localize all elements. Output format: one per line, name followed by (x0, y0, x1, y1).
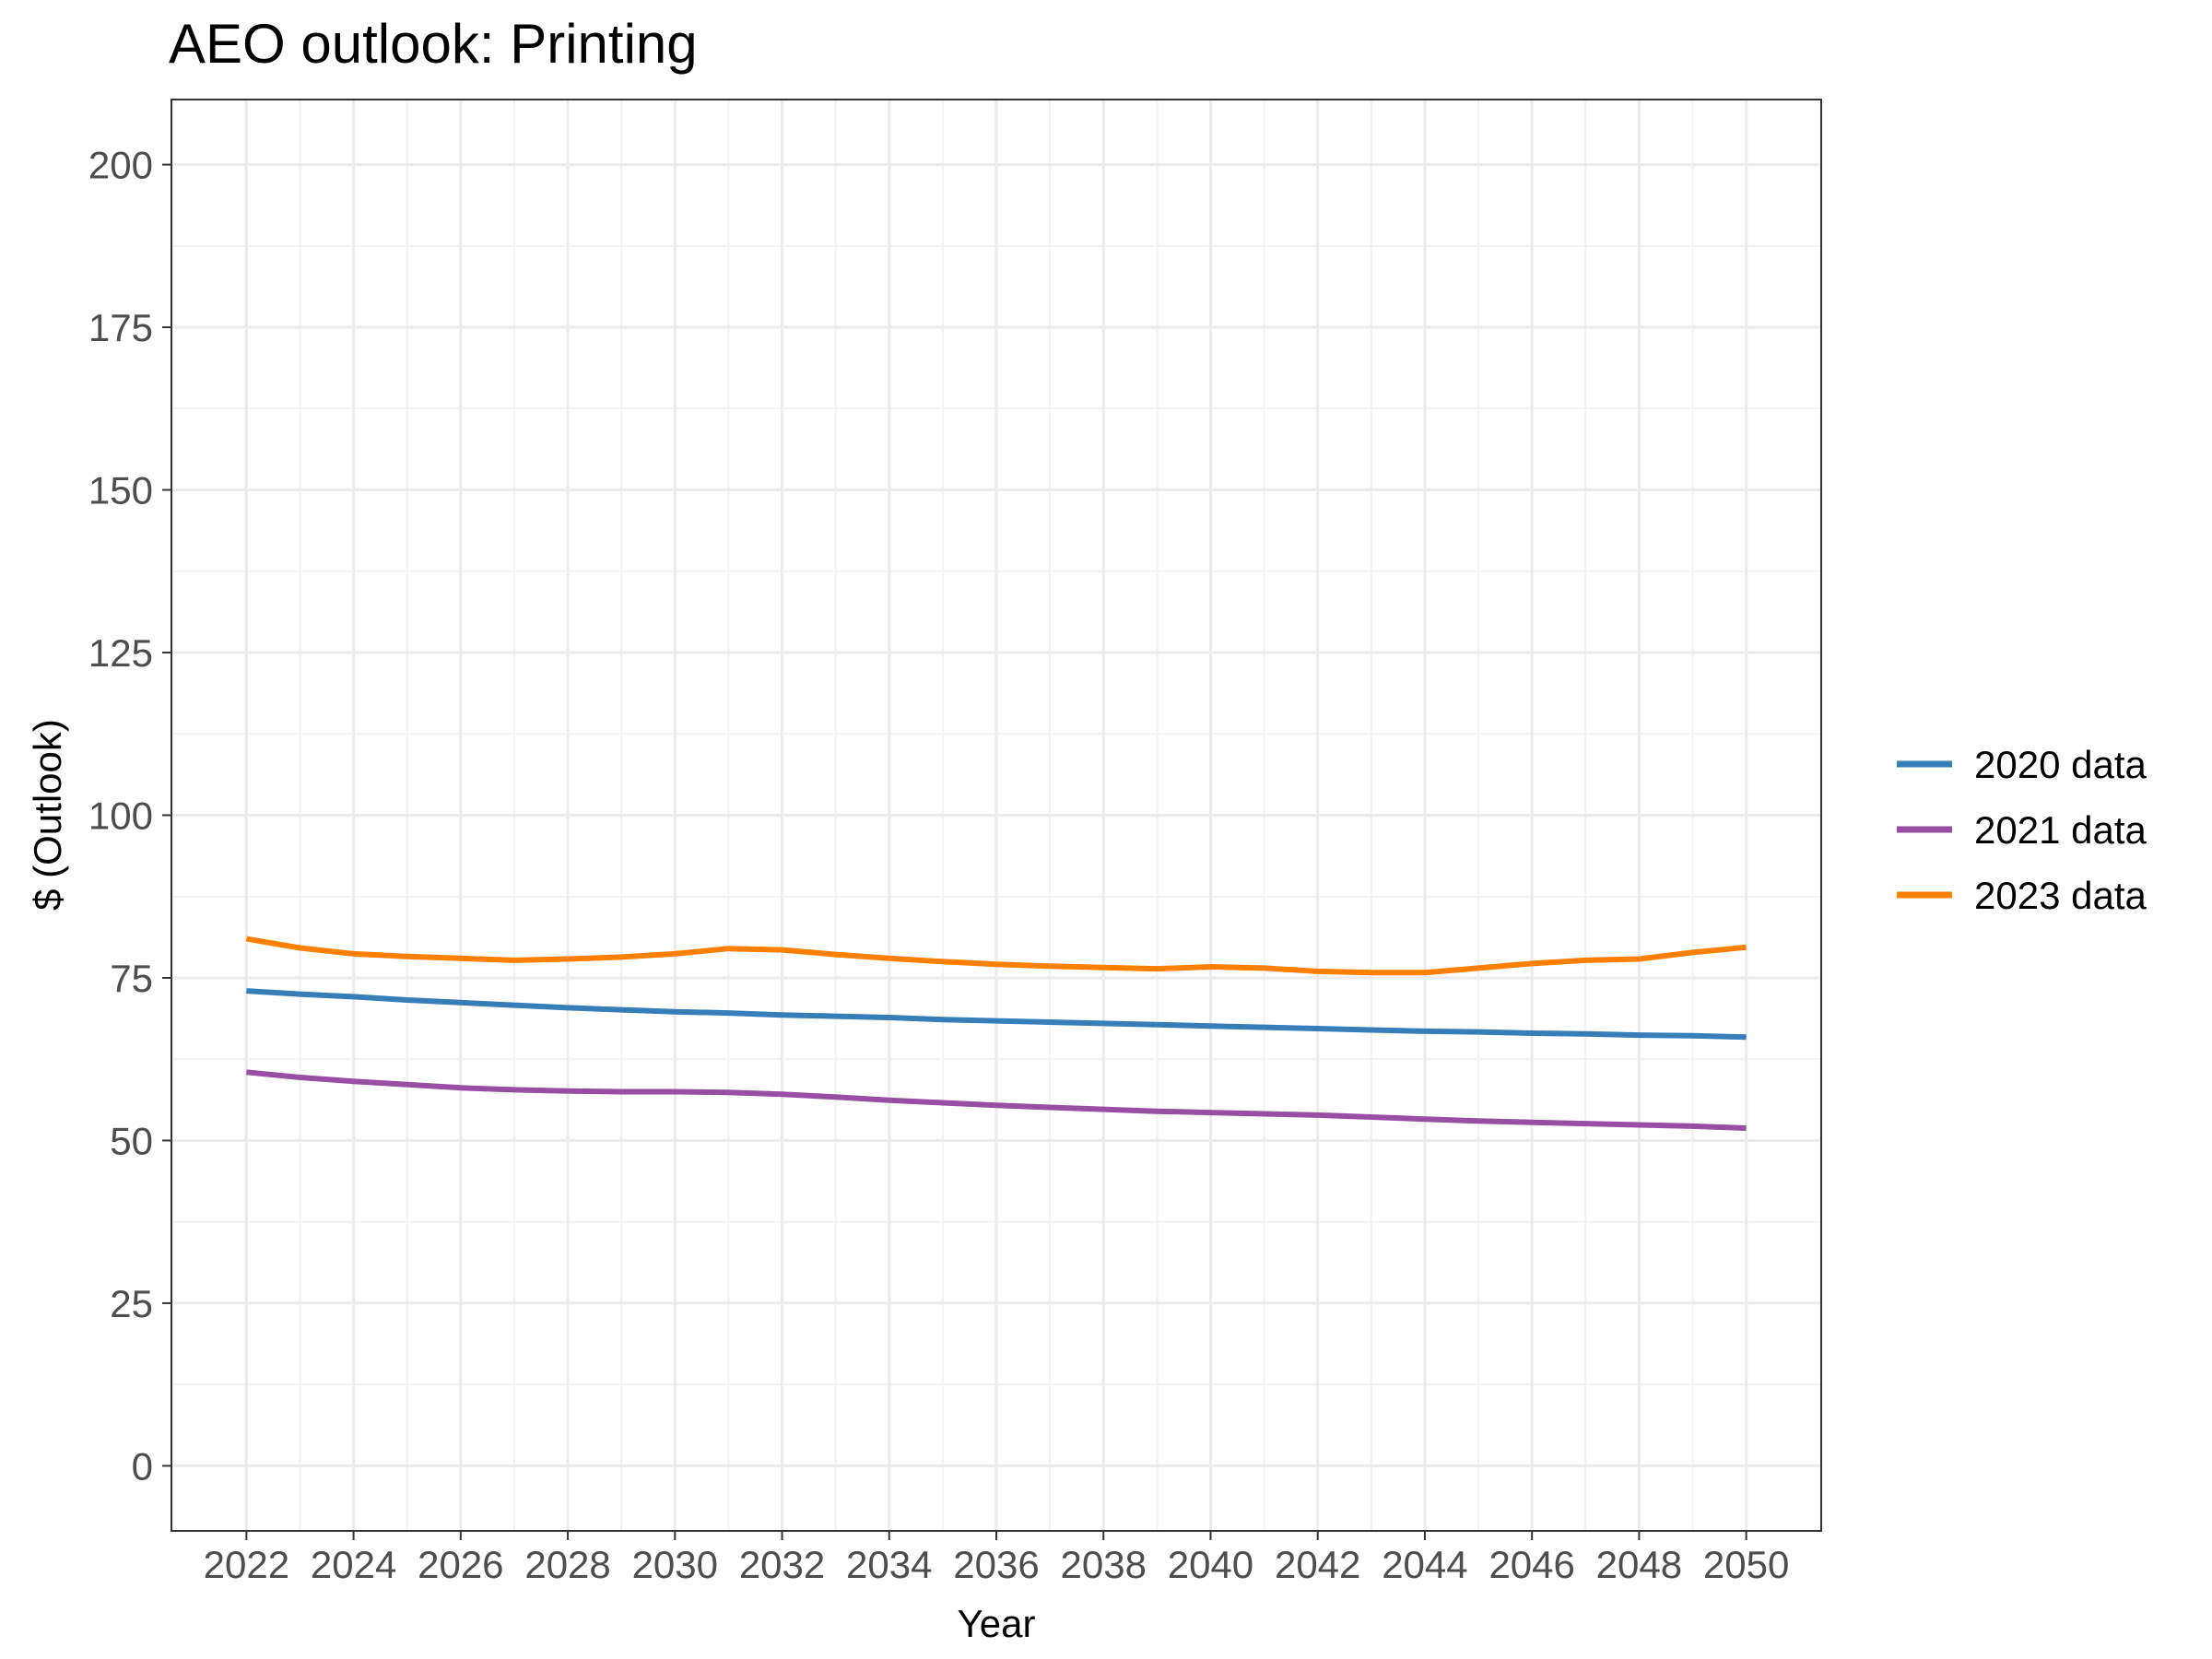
x-axis-title: Year (958, 1602, 1036, 1645)
x-tick-label: 2030 (632, 1543, 718, 1586)
y-tick-label: 175 (88, 306, 153, 349)
series-line-2021-data (246, 1069, 1747, 1131)
legend-label: 2020 data (1974, 743, 2147, 786)
major-gridlines (171, 100, 1821, 1531)
y-tick-label: 150 (88, 469, 153, 512)
y-tick-label: 50 (110, 1119, 153, 1162)
series-line-2020-data (246, 988, 1747, 1041)
series-lines (245, 935, 1747, 1131)
x-tick-label: 2022 (204, 1543, 289, 1586)
series-line-2023-data (245, 935, 1747, 976)
x-tick-label: 2040 (1168, 1543, 1253, 1586)
x-tick-label: 2036 (953, 1543, 1039, 1586)
y-tick-label: 25 (110, 1282, 153, 1325)
x-tick-label: 2042 (1275, 1543, 1360, 1586)
y-tick-label: 125 (88, 631, 153, 675)
x-tick-label: 2026 (418, 1543, 503, 1586)
x-tick-label: 2028 (524, 1543, 610, 1586)
x-tick-label: 2032 (739, 1543, 825, 1586)
y-tick-label: 200 (88, 144, 153, 187)
x-tick-label: 2046 (1488, 1543, 1574, 1586)
legend: 2020 data 2021 data 2023 data (1897, 743, 2147, 917)
y-axis-title: $ (Outlook) (26, 719, 69, 911)
x-tick-label: 2050 (1703, 1543, 1789, 1586)
y-tick-label: 0 (132, 1444, 153, 1488)
x-tick-label: 2048 (1596, 1543, 1682, 1586)
y-tick-label: 100 (88, 794, 153, 838)
legend-label: 2023 data (1974, 874, 2147, 917)
y-tick-label: 75 (110, 957, 153, 1000)
x-tick-label: 2038 (1061, 1543, 1147, 1586)
x-tick-label: 2034 (846, 1543, 932, 1586)
chart-title: AEO outlook: Printing (169, 13, 698, 75)
x-tick-label: 2044 (1382, 1543, 1467, 1586)
legend-label: 2021 data (1974, 808, 2147, 852)
y-axis: 0 25 50 75 100 125 150 175 200 (88, 144, 171, 1488)
x-axis: 2022 2024 2026 2028 2030 2032 2034 2036 2038 2040… (204, 1531, 1789, 1586)
x-tick-label: 2024 (311, 1543, 396, 1586)
